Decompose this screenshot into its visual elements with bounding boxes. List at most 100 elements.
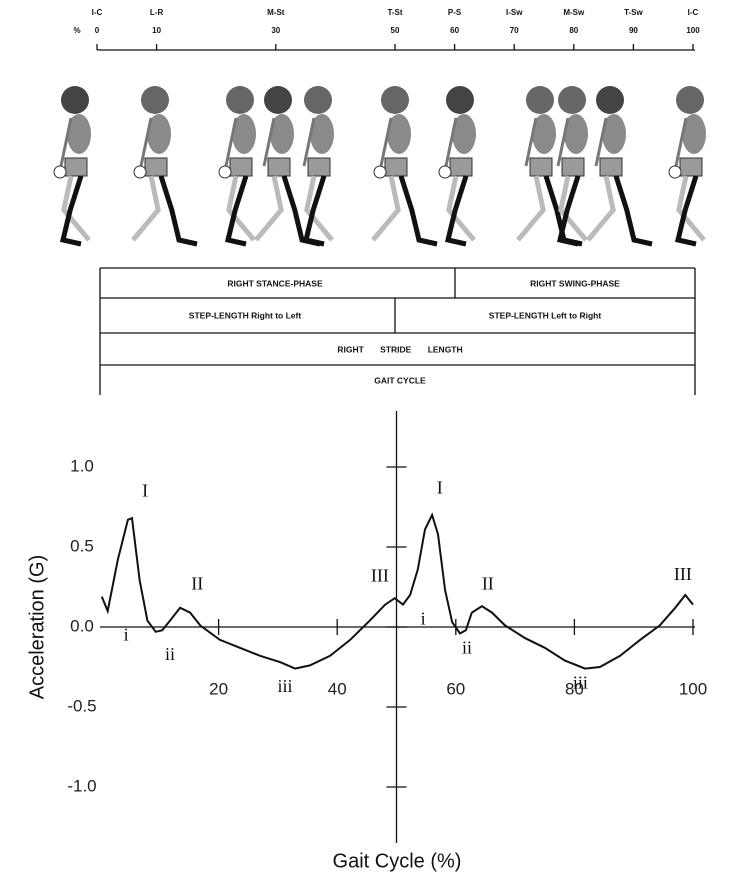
skeleton-torso <box>602 114 626 154</box>
skeleton-head <box>61 86 89 114</box>
skeleton-figure <box>302 86 334 247</box>
skeleton-torso <box>532 114 556 154</box>
skeleton-pelvis <box>64 157 88 177</box>
skeleton-arm <box>444 117 458 167</box>
skeleton-head <box>264 86 292 114</box>
y-tick-label: -0.5 <box>67 696 96 715</box>
data-line <box>100 512 694 670</box>
skeleton-arm <box>262 117 276 167</box>
skeleton-arm <box>224 117 238 167</box>
skeleton-head <box>304 86 332 114</box>
phase-label: M-St <box>267 8 285 17</box>
x-tick-label: 40 <box>328 679 347 698</box>
skeleton-figure <box>668 86 706 247</box>
annotation: III <box>674 564 692 584</box>
phase-label: T-St <box>387 8 402 17</box>
skeleton-leg <box>371 175 401 242</box>
skeleton-figure <box>53 86 91 247</box>
skeleton-leg <box>516 175 546 242</box>
phase-label: I-C <box>92 8 103 17</box>
skeleton-leg <box>444 175 469 247</box>
percent-label: 70 <box>510 26 519 35</box>
annotation: iii <box>573 673 588 693</box>
skeleton-leg <box>226 175 256 242</box>
annotation: ii <box>165 644 175 664</box>
skeleton-pelvis <box>599 157 623 177</box>
phase-table: RIGHT STANCE-PHASE RIGHT SWING-PHASE STE… <box>99 267 696 395</box>
skeleton-leg <box>304 175 334 242</box>
skeleton-arm <box>139 117 153 167</box>
skeleton-leg <box>558 175 588 242</box>
skeleton-leg <box>446 175 476 242</box>
y-tick-label: 0.0 <box>70 616 94 635</box>
skeleton-hand <box>218 165 232 179</box>
annotation: i <box>124 625 129 645</box>
x-tick-label: 60 <box>446 679 465 698</box>
annotation: II <box>191 574 203 594</box>
percent-label: 80 <box>569 26 578 35</box>
percent-label: 50 <box>391 26 400 35</box>
skeleton-hand <box>53 165 67 179</box>
skeleton-arm <box>524 117 538 167</box>
skeleton-figure <box>218 86 256 247</box>
skeleton-figure <box>556 86 588 247</box>
table-cell: STEP-LENGTH Left to Right <box>489 310 602 320</box>
skeleton-pelvis <box>307 157 331 177</box>
skeleton-arm <box>556 117 570 167</box>
x-tick-label: 100 <box>679 679 707 698</box>
phase-label: L-R <box>150 8 164 17</box>
y-tick-label: -1.0 <box>67 776 96 795</box>
skeleton-leg <box>676 175 706 242</box>
skeleton-head <box>676 86 704 114</box>
skeleton-arm <box>674 117 688 167</box>
skeleton-torso <box>232 114 256 154</box>
skeleton-arm <box>59 117 73 167</box>
skeleton-pelvis <box>679 157 703 177</box>
skeleton-head <box>446 86 474 114</box>
skeleton-torso <box>270 114 294 154</box>
skeleton-leg <box>613 175 653 247</box>
skeleton-leg <box>158 175 198 247</box>
skeleton-leg <box>224 175 249 247</box>
skeleton-figure <box>586 86 653 247</box>
skeleton-pelvis <box>229 157 253 177</box>
skeleton-hand <box>373 165 387 179</box>
annotation: iii <box>278 676 293 696</box>
skeleton-leg <box>586 175 616 242</box>
skeleton-torso <box>452 114 476 154</box>
skeleton-head <box>526 86 554 114</box>
annotation: ii <box>462 638 472 658</box>
skeleton-hand <box>438 165 452 179</box>
skeleton-figure <box>371 86 438 247</box>
skeleton-leg <box>59 175 84 247</box>
percent-label: 90 <box>629 26 638 35</box>
annotation: I <box>437 478 443 498</box>
percent-label: 10 <box>152 26 161 35</box>
table-cell: GAIT CYCLE <box>374 375 426 385</box>
percent-label: 60 <box>450 26 459 35</box>
skeleton-head <box>381 86 409 114</box>
skeleton-leg <box>254 175 284 242</box>
skeleton-figure <box>438 86 476 247</box>
skeleton-leg <box>61 175 91 242</box>
table-cell: RIGHT STANCE-PHASE <box>227 278 323 288</box>
skeleton-torso <box>67 114 91 154</box>
x-tick-label: 20 <box>209 679 228 698</box>
percent-label: 0 <box>95 26 100 35</box>
skeleton-arm <box>594 117 608 167</box>
annotation: I <box>142 481 148 501</box>
annotation: i <box>421 609 426 629</box>
percent-label: 30 <box>271 26 280 35</box>
skeleton-leg <box>302 175 327 247</box>
skeleton-pelvis <box>449 157 473 177</box>
skeleton-torso <box>147 114 171 154</box>
percent-label: 100 <box>686 26 700 35</box>
phase-label: P-S <box>448 8 462 17</box>
skeleton-pelvis <box>144 157 168 177</box>
skeleton-torso <box>682 114 706 154</box>
skeleton-pelvis <box>267 157 291 177</box>
x-tick-label: 80 <box>565 679 584 698</box>
skeleton-pelvis <box>529 157 553 177</box>
